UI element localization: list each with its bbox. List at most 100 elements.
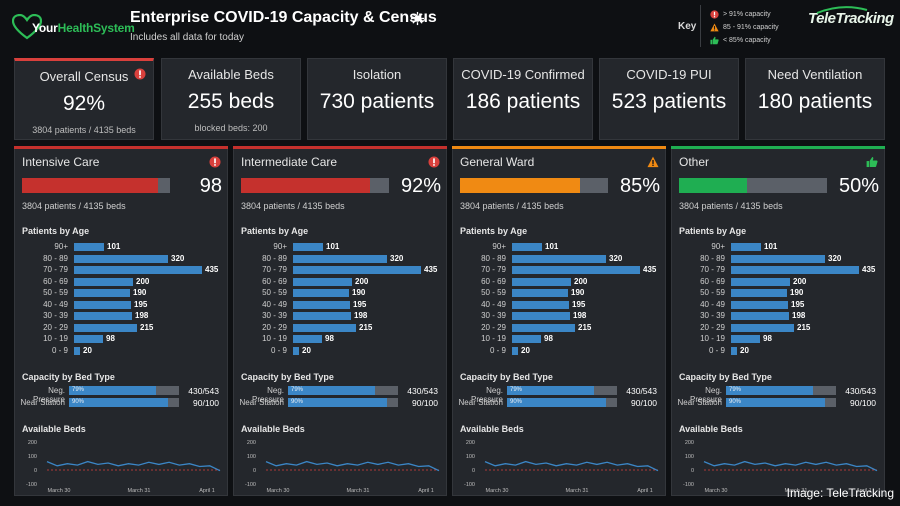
section-capacity-by-bed-type: Capacity by Bed Type bbox=[22, 372, 115, 382]
available-beds-sparkline: 200 100 0 -100 March 30 March 31 April 1 bbox=[464, 440, 659, 493]
age-row: 10 - 19 98 bbox=[481, 334, 553, 343]
capacity-value: 50% bbox=[838, 175, 879, 197]
age-row: 90+ 101 bbox=[273, 242, 340, 251]
section-capacity-by-bed-type: Capacity by Bed Type bbox=[679, 372, 772, 382]
key-label: Key bbox=[678, 21, 697, 32]
spark-x-tick: March 30 bbox=[486, 488, 509, 493]
age-bar bbox=[512, 312, 570, 320]
age-bar bbox=[512, 300, 569, 309]
kpi-need-ventilation: Need Ventilation 180 patients bbox=[745, 58, 885, 140]
spark-x-tick: April 1 bbox=[637, 488, 653, 493]
age-row: 20 - 29 215 bbox=[43, 322, 154, 332]
age-bar bbox=[731, 266, 859, 274]
age-row: 50 - 59 190 bbox=[700, 288, 804, 297]
spark-y-tick: 0 bbox=[472, 468, 475, 474]
panel-title: General Ward bbox=[460, 155, 535, 169]
bed-type-row: Neg. Pressure 79% 430/543 bbox=[32, 386, 219, 404]
age-bar bbox=[512, 266, 640, 274]
age-row: 90+ 101 bbox=[492, 242, 559, 251]
kpi-available-beds: Available Beds 255 beds blocked beds: 20… bbox=[161, 58, 301, 140]
age-bar bbox=[74, 243, 104, 251]
age-bar bbox=[512, 254, 606, 263]
spark-y-tick: -100 bbox=[464, 482, 475, 488]
age-bar bbox=[74, 312, 132, 320]
bed-capacity-track: 90% bbox=[726, 398, 836, 407]
section-available-beds: Available Beds bbox=[460, 424, 524, 434]
capacity-fill bbox=[460, 178, 580, 193]
page-subtitle: Includes all data for today bbox=[130, 32, 244, 43]
capacity-sub: 3804 patients / 4135 beds bbox=[241, 201, 345, 211]
age-bar bbox=[74, 335, 103, 343]
age-row: 60 - 69 200 bbox=[262, 276, 369, 286]
age-bar bbox=[512, 335, 541, 343]
age-bar bbox=[293, 289, 349, 297]
capacity-track bbox=[241, 178, 389, 193]
age-bar bbox=[731, 243, 761, 251]
panel-title: Intensive Care bbox=[22, 155, 100, 169]
thumbs-up-icon bbox=[866, 156, 878, 168]
age-row: 50 - 59 190 bbox=[262, 288, 366, 297]
spark-x-tick: March 31 bbox=[347, 488, 370, 493]
capacity-sub: 3804 patients / 4135 beds bbox=[679, 201, 783, 211]
age-bar-chart: 90+ 101 80 - 89 320 70 - 79 435 60 - 69 … bbox=[672, 241, 886, 356]
age-bar bbox=[74, 266, 202, 274]
age-bar bbox=[512, 323, 575, 332]
logo-swoosh-icon bbox=[816, 6, 868, 14]
age-row: 80 - 89 320 bbox=[262, 253, 404, 263]
bed-capacity-fill bbox=[69, 386, 156, 395]
kpi-covid-pui: COVID-19 PUI 523 patients bbox=[599, 58, 739, 140]
unit-panel: General Ward 85% 3804 patients / 4135 be… bbox=[452, 146, 666, 496]
age-bar bbox=[74, 289, 130, 297]
section-patients-by-age: Patients by Age bbox=[679, 226, 747, 236]
spark-y-tick: 200 bbox=[247, 440, 256, 446]
section-available-beds: Available Beds bbox=[241, 424, 305, 434]
age-row: 80 - 89 320 bbox=[43, 253, 185, 263]
age-row: 70 - 79 435 bbox=[481, 265, 657, 274]
age-bar bbox=[512, 346, 518, 355]
age-row: 40 - 49 195 bbox=[262, 299, 367, 309]
section-patients-by-age: Patients by Age bbox=[241, 226, 309, 236]
bed-capacity-fill bbox=[288, 386, 375, 395]
spark-x-tick: March 31 bbox=[785, 488, 808, 493]
bed-type-row: Near Station 90% 90/100 bbox=[458, 398, 657, 408]
bed-capacity-fill bbox=[69, 398, 168, 407]
spark-y-tick: -100 bbox=[245, 482, 256, 488]
age-row: 10 - 19 98 bbox=[43, 334, 115, 343]
panel-status-bar bbox=[14, 146, 228, 149]
age-row: 50 - 59 190 bbox=[481, 288, 585, 297]
warning-triangle-icon bbox=[647, 156, 659, 168]
age-row: 30 - 39 198 bbox=[262, 311, 368, 320]
age-bar bbox=[293, 266, 421, 274]
spark-x-tick: April 1 bbox=[199, 488, 215, 493]
key-item-over-91: > 91% capacity bbox=[710, 8, 779, 21]
age-bar bbox=[731, 346, 737, 355]
age-row: 10 - 19 98 bbox=[262, 334, 334, 343]
age-bar bbox=[293, 323, 356, 332]
age-bar bbox=[731, 289, 787, 297]
bed-type-row: Neg. Pressure 79% 430/543 bbox=[689, 386, 876, 404]
spark-x-tick: April 1 bbox=[418, 488, 434, 493]
spark-line bbox=[265, 460, 440, 472]
spark-x-tick: March 30 bbox=[267, 488, 290, 493]
capacity-track bbox=[460, 178, 608, 193]
capacity-value: 92% bbox=[400, 175, 441, 197]
spark-x-tick: March 30 bbox=[48, 488, 71, 493]
age-row: 0 - 9 20 bbox=[708, 345, 749, 355]
age-bar bbox=[293, 243, 323, 251]
bed-capacity-fill bbox=[726, 386, 813, 395]
capacity-track bbox=[679, 178, 827, 193]
capacity-track bbox=[22, 178, 170, 193]
warning-triangle-icon bbox=[710, 23, 719, 32]
spark-y-tick: 200 bbox=[28, 440, 37, 446]
bed-capacity-fill bbox=[726, 398, 825, 407]
spark-x-tick: April 1 bbox=[856, 488, 872, 493]
panel-status-bar bbox=[452, 146, 666, 149]
your-health-system-logo: YourHealthSystem bbox=[12, 14, 135, 40]
capacity-sub: 3804 patients / 4135 beds bbox=[22, 201, 126, 211]
age-bar bbox=[731, 300, 788, 309]
bed-type-row: Neg. Pressure 79% 430/543 bbox=[251, 386, 438, 404]
spark-y-tick: 0 bbox=[34, 468, 37, 474]
section-available-beds: Available Beds bbox=[22, 424, 86, 434]
age-bar bbox=[293, 300, 350, 309]
spark-y-tick: 200 bbox=[685, 440, 694, 446]
